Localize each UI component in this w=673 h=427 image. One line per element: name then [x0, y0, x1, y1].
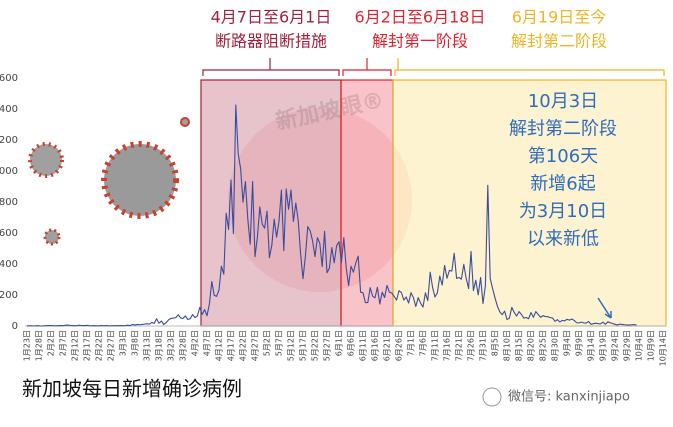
phase-label: 断路器阻断措施	[215, 32, 327, 51]
phase-bracket	[202, 58, 340, 76]
x-tick-label: 1月28日	[35, 330, 44, 361]
x-tick-label: 7月1日	[407, 330, 416, 356]
x-tick-label: 3月28日	[179, 330, 188, 361]
x-tick-label: 5月7日	[275, 330, 284, 356]
y-tick-label: 800	[0, 197, 18, 208]
y-tick-label: 1400	[0, 104, 18, 115]
annotation: 以来新低	[527, 229, 599, 250]
x-tick-label: 9月4日	[563, 330, 572, 356]
x-tick-label: 5月17日	[299, 330, 308, 361]
x-tick-label: 9月29日	[623, 330, 632, 361]
watermark-logo	[228, 108, 412, 292]
x-tick-label: 6月6日	[347, 330, 356, 356]
phase-label: 4月7日至6月1日	[211, 8, 332, 27]
x-tick-label: 3月13日	[143, 330, 152, 361]
annotation-arrow	[597, 297, 612, 319]
x-tick-label: 5月2日	[263, 330, 272, 356]
x-tick-label: 7月21日	[455, 330, 464, 361]
x-tick-label: 6月1日	[335, 330, 344, 356]
x-tick-label: 4月7日	[203, 330, 212, 356]
x-tick-label: 6月21日	[383, 330, 392, 361]
x-tick-label: 5月22日	[311, 330, 320, 361]
x-tick-label: 4月22日	[239, 330, 248, 361]
x-tick-label: 4月12日	[215, 330, 224, 361]
y-tick-label: 1000	[0, 166, 18, 177]
phase-region	[340, 79, 394, 327]
wechat-icon	[482, 387, 502, 407]
x-tick-label: 10月14日	[659, 330, 668, 366]
phase-label: 解封第一阶段	[372, 32, 468, 51]
x-tick-label: 1月23日	[23, 330, 32, 361]
annotation: 解封第二阶段	[509, 119, 617, 140]
x-tick-label: 7月11日	[431, 330, 440, 361]
x-tick-label: 3月23日	[167, 330, 176, 361]
annotation: 新增6起	[530, 174, 595, 195]
annotation: 为3月10日	[519, 201, 607, 222]
x-tick-label: 9月14日	[587, 330, 596, 361]
x-tick-label: 2月17日	[83, 330, 92, 361]
x-tick-label: 10月9日	[647, 330, 656, 361]
source: 微信号: kanxinjiapo	[508, 390, 630, 405]
y-tick-label: 200	[0, 290, 18, 301]
x-tick-label: 8月20日	[527, 330, 536, 361]
phase-label: 解封第二阶段	[511, 32, 607, 51]
phase-label: 6月2日至6月18日	[355, 8, 486, 27]
x-tick-label: 5月27日	[323, 330, 332, 361]
phase-label: 6月19日至今	[512, 8, 607, 27]
x-tick-label: 8月5日	[491, 330, 500, 356]
y-tick-label: 1600	[0, 73, 18, 84]
phase-region	[200, 79, 342, 327]
chart-caption: 新加坡每日新增确诊病例	[22, 377, 242, 401]
x-tick-label: 5月12日	[287, 330, 296, 361]
phase-bracket	[342, 58, 392, 76]
x-tick-label: 6月16日	[371, 330, 380, 361]
x-tick-label: 7月26日	[467, 330, 476, 361]
x-tick-label: 9月9日	[575, 330, 584, 356]
y-tick-label: 1200	[0, 135, 18, 146]
x-tick-label: 7月16日	[443, 330, 452, 361]
virus-illustration	[28, 117, 190, 246]
x-tick-label: 8月10日	[503, 330, 512, 361]
data-line	[27, 104, 637, 327]
x-tick-label: 10月4日	[635, 330, 644, 361]
annotation: 第106天	[528, 146, 598, 167]
x-tick-label: 9月19日	[599, 330, 608, 361]
x-tick-label: 3月18日	[155, 330, 164, 361]
x-tick-label: 2月27日	[107, 330, 116, 361]
x-tick-label: 7月31日	[479, 330, 488, 361]
x-tick-label: 6月11日	[359, 330, 368, 361]
phase-bracket	[394, 58, 665, 76]
x-tick-label: 6月26日	[395, 330, 404, 361]
x-tick-label: 7月6日	[419, 330, 428, 356]
x-tick-label: 9月24日	[611, 330, 620, 361]
x-tick-label: 8月25日	[539, 330, 548, 361]
x-tick-label: 2月12日	[71, 330, 80, 361]
y-tick-label: 400	[0, 259, 18, 270]
x-tick-label: 2月2日	[47, 330, 56, 356]
x-tick-label: 4月2日	[191, 330, 200, 356]
x-tick-label: 3月8日	[131, 330, 140, 356]
annotation: 10月3日	[528, 91, 598, 112]
x-tick-label: 8月15日	[515, 330, 524, 361]
x-tick-label: 2月7日	[59, 330, 68, 356]
y-tick-label: 600	[0, 228, 18, 239]
x-tick-label: 8月30日	[551, 330, 560, 361]
x-tick-label: 3月3日	[119, 330, 128, 356]
x-tick-label: 2月22日	[95, 330, 104, 361]
x-tick-label: 4月17日	[227, 330, 236, 361]
y-tick-label: 0	[12, 321, 18, 332]
x-tick-label: 4月27日	[251, 330, 260, 361]
